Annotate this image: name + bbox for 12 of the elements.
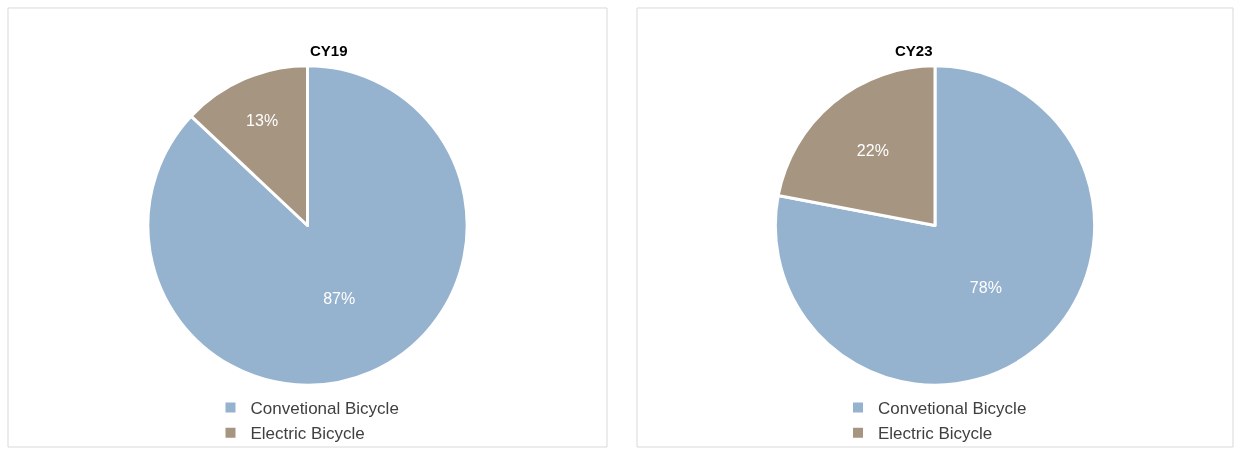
chart-title: CY23: [895, 42, 933, 59]
pie-slice: [774, 64, 1097, 387]
legend-label: Electric Bicycle: [878, 424, 993, 444]
data-label: 22%: [856, 141, 889, 159]
data-label: 13%: [246, 112, 279, 130]
legend-label: Electric Bicycle: [250, 424, 365, 444]
chart-title: CY19: [310, 42, 348, 59]
pie-slice: [146, 64, 469, 387]
legend-label: Convetional Bicycle: [250, 399, 399, 419]
data-label: 78%: [969, 278, 1002, 296]
data-label: 87%: [323, 290, 356, 308]
legend-label: Convetional Bicycle: [878, 399, 1027, 419]
